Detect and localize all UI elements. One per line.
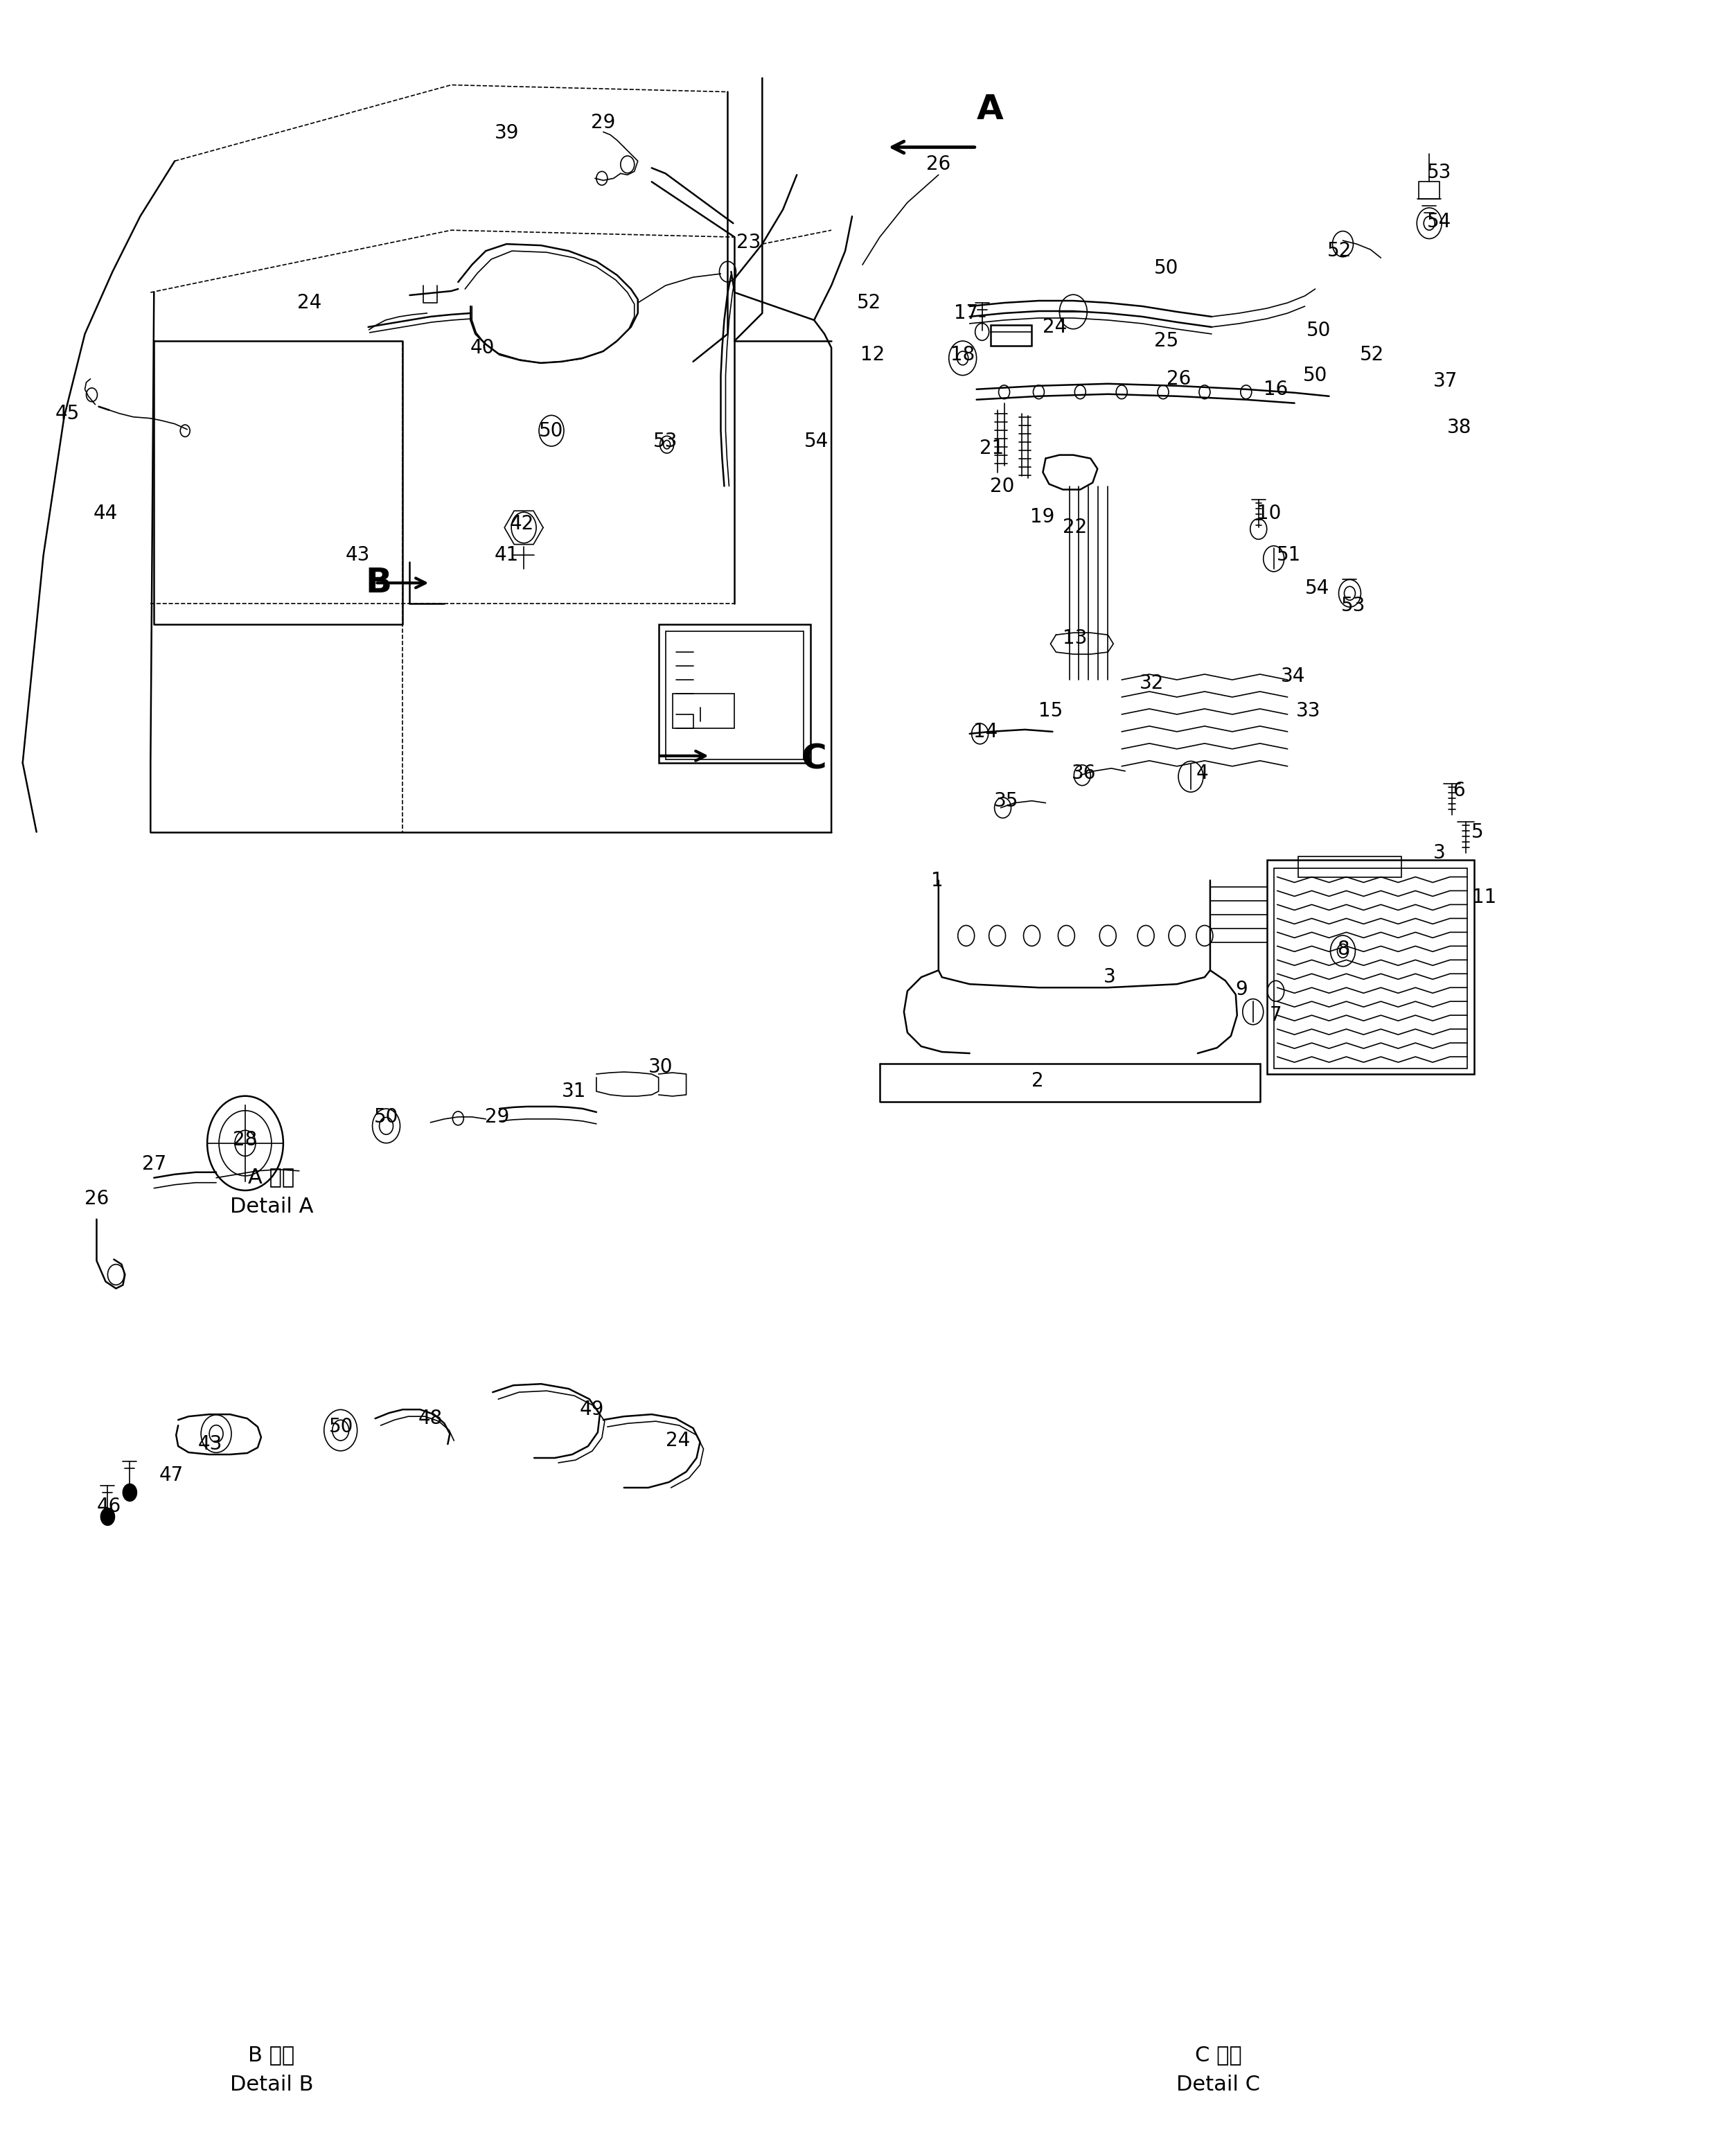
Text: 23: 23 xyxy=(736,233,760,252)
Bar xyxy=(672,694,734,728)
Text: 39: 39 xyxy=(495,123,519,142)
Text: 33: 33 xyxy=(1297,700,1321,720)
Text: 42: 42 xyxy=(509,515,535,534)
Text: 18: 18 xyxy=(951,345,976,364)
Text: 35: 35 xyxy=(995,791,1019,810)
Text: 22: 22 xyxy=(1062,517,1087,537)
Text: 29: 29 xyxy=(484,1108,509,1127)
Text: 53: 53 xyxy=(653,431,677,450)
Text: 36: 36 xyxy=(1071,763,1095,782)
Text: 17: 17 xyxy=(955,304,979,323)
Text: A: A xyxy=(977,93,1003,125)
Bar xyxy=(1299,856,1401,877)
Text: 34: 34 xyxy=(1281,666,1305,685)
Text: 26: 26 xyxy=(1167,369,1191,388)
Text: 31: 31 xyxy=(562,1082,587,1101)
Text: 24: 24 xyxy=(665,1431,691,1450)
Text: 37: 37 xyxy=(1432,371,1458,390)
Text: 53: 53 xyxy=(1427,164,1451,183)
Text: 40: 40 xyxy=(470,338,495,358)
Text: 52: 52 xyxy=(1328,241,1352,261)
Text: 50: 50 xyxy=(1304,366,1328,386)
Text: 2: 2 xyxy=(1031,1071,1043,1090)
Text: 20: 20 xyxy=(990,476,1014,496)
Text: 38: 38 xyxy=(1446,418,1470,437)
Text: 8: 8 xyxy=(1337,940,1349,959)
Text: C 詳細
Detail C: C 詳細 Detail C xyxy=(1177,2045,1260,2095)
Text: 43: 43 xyxy=(198,1435,222,1455)
Text: 50: 50 xyxy=(540,420,564,440)
Text: B 詳細
Detail B: B 詳細 Detail B xyxy=(229,2045,312,2095)
Text: 11: 11 xyxy=(1472,888,1496,907)
Bar xyxy=(1274,868,1467,1069)
Text: 52: 52 xyxy=(858,293,882,312)
Text: 44: 44 xyxy=(94,504,118,524)
Text: 50: 50 xyxy=(1307,321,1332,340)
Text: 26: 26 xyxy=(85,1190,109,1209)
Text: 32: 32 xyxy=(1139,675,1163,694)
Text: 50: 50 xyxy=(330,1418,354,1437)
Text: 53: 53 xyxy=(1340,597,1366,616)
Text: 43: 43 xyxy=(345,545,370,565)
Text: 41: 41 xyxy=(495,545,519,565)
Text: 45: 45 xyxy=(56,403,80,422)
Text: 6: 6 xyxy=(1453,780,1465,800)
Text: 12: 12 xyxy=(861,345,885,364)
Bar xyxy=(658,625,811,763)
Text: 25: 25 xyxy=(1154,332,1179,351)
Text: 46: 46 xyxy=(97,1496,122,1517)
Text: 1: 1 xyxy=(930,871,943,890)
Text: 15: 15 xyxy=(1038,700,1062,720)
Text: 5: 5 xyxy=(1472,823,1484,843)
Circle shape xyxy=(123,1485,137,1502)
Text: 47: 47 xyxy=(160,1465,184,1485)
Bar xyxy=(990,325,1031,345)
Text: 52: 52 xyxy=(1359,345,1384,364)
Text: 19: 19 xyxy=(1029,509,1054,528)
Text: 14: 14 xyxy=(974,722,998,741)
Text: 7: 7 xyxy=(1269,1006,1281,1026)
Text: 3: 3 xyxy=(1434,843,1446,862)
Text: 28: 28 xyxy=(233,1129,257,1149)
Text: 21: 21 xyxy=(979,437,1003,457)
Text: 49: 49 xyxy=(580,1401,604,1420)
Text: 51: 51 xyxy=(1276,545,1302,565)
Text: 9: 9 xyxy=(1234,981,1248,1000)
Text: A 詳細
Detail A: A 詳細 Detail A xyxy=(229,1166,312,1218)
Text: 27: 27 xyxy=(142,1155,167,1174)
Text: 50: 50 xyxy=(1154,259,1179,278)
Text: 10: 10 xyxy=(1257,504,1281,524)
Text: 24: 24 xyxy=(297,293,321,312)
Text: B: B xyxy=(365,567,392,599)
Text: 26: 26 xyxy=(927,155,951,175)
Text: 50: 50 xyxy=(373,1108,399,1127)
Text: 48: 48 xyxy=(418,1409,443,1429)
Bar xyxy=(665,631,804,759)
Text: 54: 54 xyxy=(1427,211,1451,231)
Bar xyxy=(1267,860,1474,1073)
Text: 54: 54 xyxy=(1305,580,1330,599)
Text: 29: 29 xyxy=(590,114,616,134)
Text: 54: 54 xyxy=(804,431,828,450)
Text: 4: 4 xyxy=(1196,763,1208,782)
Text: 30: 30 xyxy=(648,1058,674,1078)
Text: C: C xyxy=(802,743,826,776)
Text: 3: 3 xyxy=(1104,968,1116,987)
Circle shape xyxy=(101,1508,115,1526)
Text: 16: 16 xyxy=(1264,379,1288,399)
Text: 13: 13 xyxy=(1062,629,1087,649)
Text: 24: 24 xyxy=(1042,317,1068,336)
